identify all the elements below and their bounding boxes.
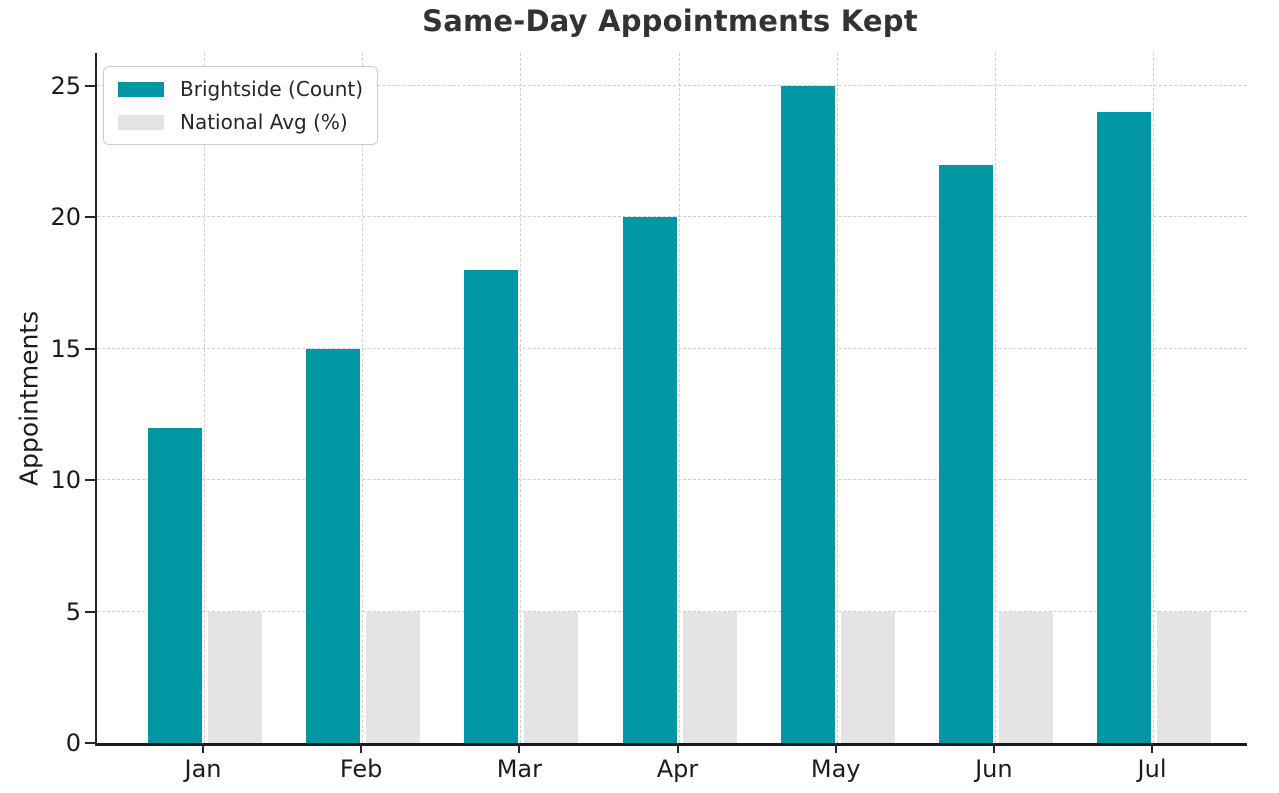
x-tick-label: May — [810, 755, 861, 783]
y-tick-label: 5 — [65, 597, 81, 626]
y-tick-mark — [85, 216, 95, 219]
x-gridline — [1153, 53, 1155, 743]
x-gridline — [520, 53, 522, 743]
plot-area — [95, 53, 1247, 746]
y-tick-mark — [85, 610, 95, 613]
bar-national-avg-jan — [208, 611, 262, 743]
legend-swatch — [118, 81, 164, 97]
bar-brightside-jan — [148, 427, 202, 743]
y-gridline — [97, 216, 1247, 218]
x-tick-label: Jan — [184, 755, 222, 783]
y-gridline — [97, 84, 1247, 86]
legend-swatch — [118, 114, 164, 130]
legend-item: Brightside (Count) — [118, 76, 363, 102]
bar-brightside-may — [780, 85, 835, 743]
bar-national-avg-mar — [524, 611, 579, 743]
legend-label: Brightside (Count) — [180, 77, 364, 101]
bar-national-avg-feb — [366, 611, 421, 743]
legend-item: National Avg (%) — [118, 109, 363, 135]
x-tick-mark — [992, 743, 995, 753]
chart-title: Same-Day Appointments Kept — [422, 4, 918, 38]
x-tick-mark — [834, 743, 837, 753]
x-tick-label: Jul — [1137, 755, 1167, 783]
x-tick-label: Mar — [496, 755, 542, 783]
bar-brightside-jun — [938, 164, 993, 743]
y-axis-label: Appointments — [14, 310, 44, 486]
bar-national-avg-jul — [1157, 611, 1212, 743]
x-tick-mark — [202, 743, 204, 753]
legend: Brightside (Count) National Avg (%) — [103, 66, 379, 145]
x-tick-label: Feb — [339, 755, 383, 783]
x-gridline — [204, 53, 205, 743]
y-tick-mark — [85, 479, 95, 482]
x-tick-label: Apr — [656, 755, 699, 783]
x-gridline — [836, 53, 838, 743]
y-tick-label: 15 — [50, 334, 81, 363]
x-gridline — [362, 53, 364, 743]
y-tick-label: 0 — [65, 729, 81, 757]
bar-brightside-feb — [306, 348, 361, 743]
bar-national-avg-may — [840, 611, 895, 743]
y-tick-mark — [85, 347, 95, 350]
y-tick-label: 10 — [50, 466, 81, 495]
bar-national-avg-jun — [998, 611, 1053, 743]
bar-brightside-apr — [622, 217, 677, 743]
x-gridline — [678, 53, 680, 743]
bar-national-avg-apr — [682, 611, 737, 743]
bar-brightside-mar — [464, 269, 519, 743]
y-tick-label: 20 — [50, 203, 81, 232]
x-tick-mark — [1151, 743, 1154, 753]
y-tick-mark — [85, 84, 95, 87]
y-tick-mark — [85, 742, 95, 744]
x-tick-label: Jun — [975, 755, 1013, 783]
legend-label: National Avg (%) — [180, 110, 348, 134]
bar-brightside-jul — [1097, 112, 1152, 743]
x-tick-mark — [676, 743, 679, 753]
x-gridline — [994, 53, 996, 743]
y-tick-label: 25 — [50, 71, 81, 100]
x-tick-mark — [518, 743, 521, 753]
x-tick-mark — [360, 743, 363, 753]
